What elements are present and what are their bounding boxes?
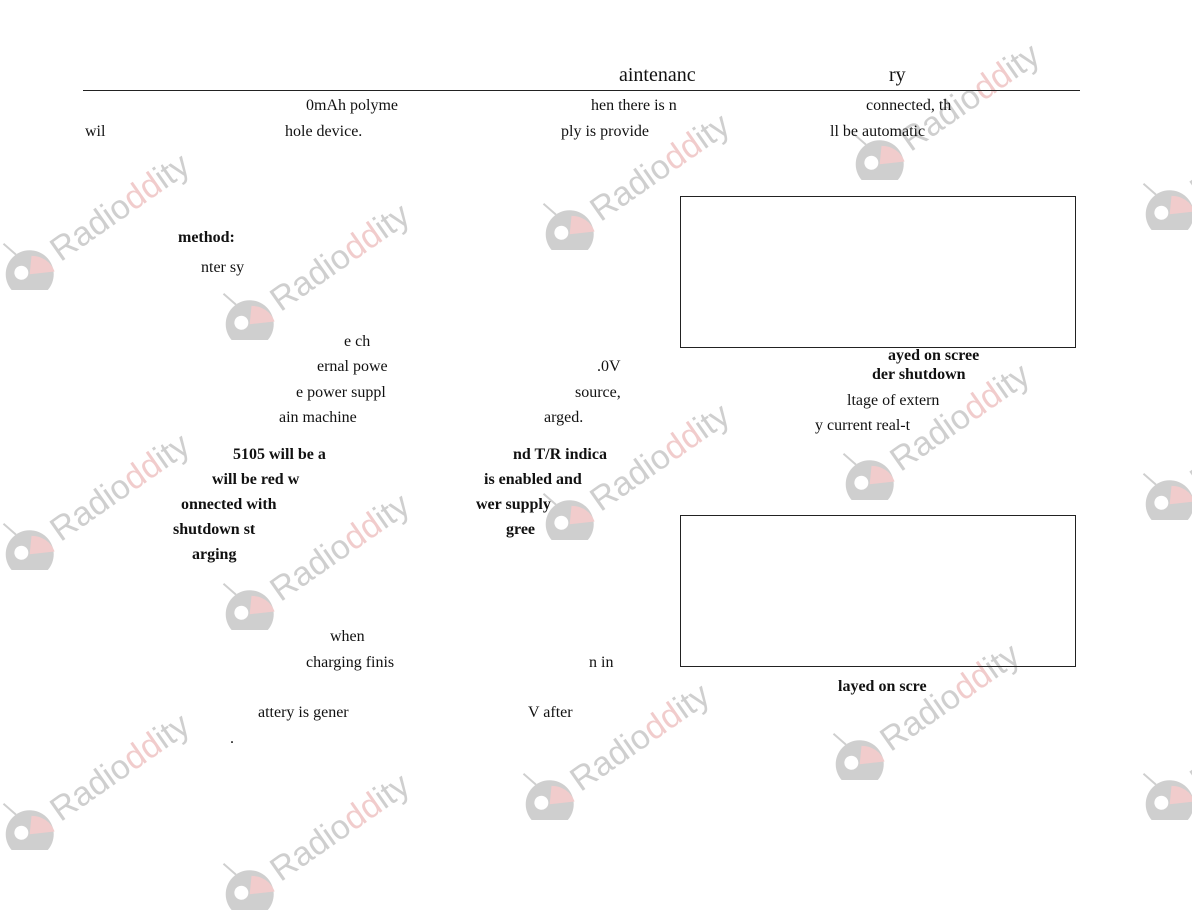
bold-line-4a: shutdown st — [173, 521, 256, 538]
left-line-c1: ernal powe — [317, 358, 388, 375]
header-title-left: aintenanc — [619, 64, 696, 86]
svg-text:Radioddity: Radioddity — [1183, 376, 1192, 499]
svg-text:Radioddity: Radioddity — [263, 486, 416, 609]
intro-line2-a: wil — [85, 123, 106, 140]
svg-text:Radioddity: Radioddity — [263, 196, 416, 319]
left-line-b: e ch — [344, 333, 371, 350]
right-body-line2: y current real-t — [815, 417, 911, 434]
svg-text:Radioddity: Radioddity — [263, 766, 416, 889]
bold-line-1a: 5105 will be a — [233, 446, 326, 463]
radioddity-watermark-logo: Radioddity — [0, 400, 210, 570]
screen-image-frame-1 — [680, 196, 1076, 348]
right-body-line1: ltage of extern — [847, 392, 940, 409]
intro-line2-b: hole device. — [285, 123, 363, 140]
svg-text:Radioddity: Radioddity — [1183, 86, 1192, 209]
radioddity-watermark-logo: Radioddity — [1100, 350, 1192, 520]
period-mark: . — [230, 730, 234, 747]
left-line-e2: arged. — [544, 409, 584, 426]
left-line-d1: e power suppl — [296, 384, 386, 401]
svg-text:Radioddity: Radioddity — [563, 676, 716, 799]
battery-line-b: V after — [528, 704, 573, 721]
radioddity-watermark-logo: Radioddity — [810, 10, 1060, 180]
intro-line1-b: hen there is n — [591, 97, 677, 114]
intro-line2-c: ply is provide — [561, 123, 649, 140]
radioddity-watermark-logo: Radioddity — [480, 650, 730, 820]
method-heading: method: — [178, 229, 235, 246]
radioddity-watermark-logo: Radioddity — [1100, 650, 1192, 820]
screen-image-frame-2 — [680, 515, 1076, 667]
bold-line-1b: nd T/R indica — [513, 446, 607, 463]
bold-line-3b: wer supply — [476, 496, 551, 513]
when-line: when — [330, 628, 365, 645]
bold-line-3a: onnected with — [181, 496, 277, 513]
bold-line-2a: will be red w — [212, 471, 300, 488]
caption2: layed on scre — [838, 678, 927, 695]
left-line-c2: .0V — [597, 358, 621, 375]
intro-line1-c: connected, th — [866, 97, 952, 114]
battery-line-a: attery is gener — [258, 704, 349, 721]
radioddity-watermark-logo: Radioddity — [0, 120, 210, 290]
radioddity-watermark-logo: Radioddity — [0, 680, 210, 850]
left-line-d2: source, — [575, 384, 621, 401]
bold-line-2b: is enabled and — [484, 471, 582, 488]
header-rule — [83, 90, 1080, 91]
charging-line-b: n in — [589, 654, 614, 671]
svg-text:Radioddity: Radioddity — [1183, 676, 1192, 799]
left-line-a: nter sy — [201, 259, 245, 276]
radioddity-watermark-logo: Radioddity — [1100, 60, 1192, 230]
caption1-line1: ayed on scree — [888, 347, 980, 364]
header-title-right: ry — [889, 64, 906, 86]
left-line-e1: ain machine — [279, 409, 357, 426]
intro-line1-a: 0mAh polyme — [306, 97, 398, 114]
svg-text:Radioddity: Radioddity — [43, 706, 196, 829]
bold-line-5a: arging — [192, 546, 237, 563]
bold-line-4b: gree — [506, 521, 536, 538]
intro-line2-d: ll be automatic — [830, 123, 926, 140]
radioddity-watermark-logo: Radioddity — [180, 740, 430, 910]
caption1-line2: der shutdown — [872, 366, 966, 383]
charging-line-a: charging finis — [306, 654, 395, 671]
radioddity-watermark-logo: Radioddity — [180, 170, 430, 340]
svg-text:Radioddity: Radioddity — [43, 146, 196, 269]
